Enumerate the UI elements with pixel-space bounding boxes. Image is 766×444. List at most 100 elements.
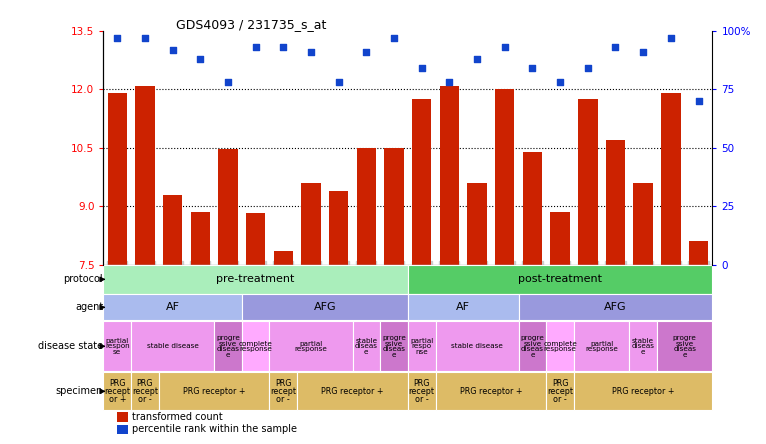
- Point: [194, 56, 206, 63]
- Point: [305, 48, 317, 56]
- Text: stable disease: stable disease: [451, 343, 503, 349]
- Text: pre-treatment: pre-treatment: [217, 274, 295, 284]
- Bar: [630, 321, 657, 371]
- Point: [111, 35, 123, 42]
- Point: [444, 79, 456, 86]
- Point: [499, 44, 511, 51]
- Point: [166, 46, 178, 53]
- Text: percentile rank within the sample: percentile rank within the sample: [133, 424, 297, 434]
- Bar: [408, 321, 436, 371]
- Bar: [546, 372, 574, 410]
- Bar: [357, 148, 376, 265]
- Text: complete
response: complete response: [239, 341, 273, 352]
- Text: partial
response: partial response: [585, 341, 618, 352]
- Bar: [408, 294, 519, 321]
- Bar: [270, 321, 352, 371]
- Bar: [546, 321, 574, 371]
- Point: [610, 44, 622, 51]
- Text: PRG
recept
or +: PRG recept or +: [104, 378, 130, 404]
- Text: AF: AF: [457, 302, 470, 312]
- Bar: [136, 86, 155, 265]
- Bar: [412, 99, 431, 265]
- Text: progre
ssive
diseas
e: progre ssive diseas e: [382, 335, 406, 357]
- Text: transformed count: transformed count: [133, 412, 223, 422]
- Bar: [191, 212, 210, 265]
- Bar: [103, 321, 131, 371]
- Point: [277, 44, 290, 51]
- Point: [360, 48, 372, 56]
- Point: [637, 48, 650, 56]
- Bar: [273, 251, 293, 265]
- Bar: [329, 191, 349, 265]
- Bar: [103, 294, 242, 321]
- Text: progre
ssive
diseas
e: progre ssive diseas e: [216, 335, 240, 357]
- Bar: [246, 213, 265, 265]
- Bar: [103, 372, 131, 410]
- Text: stable disease: stable disease: [146, 343, 198, 349]
- Point: [526, 65, 538, 72]
- Bar: [380, 321, 408, 371]
- Bar: [408, 265, 712, 293]
- Bar: [103, 265, 408, 293]
- Bar: [519, 294, 712, 321]
- Bar: [519, 321, 546, 371]
- Bar: [117, 424, 129, 434]
- Bar: [606, 140, 625, 265]
- Point: [471, 56, 483, 63]
- Point: [665, 35, 677, 42]
- Bar: [522, 152, 542, 265]
- Bar: [578, 99, 597, 265]
- Bar: [218, 149, 237, 265]
- Point: [581, 65, 594, 72]
- Bar: [107, 93, 127, 265]
- Bar: [163, 194, 182, 265]
- Bar: [242, 321, 270, 371]
- Text: post-treatment: post-treatment: [518, 274, 602, 284]
- Point: [554, 79, 566, 86]
- Point: [139, 35, 151, 42]
- Text: progre
ssive
diseas
e: progre ssive diseas e: [673, 335, 696, 357]
- Bar: [467, 183, 486, 265]
- Bar: [301, 183, 321, 265]
- Bar: [242, 294, 408, 321]
- Bar: [131, 372, 159, 410]
- Text: partial
respo
nse: partial respo nse: [410, 338, 434, 355]
- Bar: [661, 93, 680, 265]
- Bar: [551, 212, 570, 265]
- Bar: [574, 372, 712, 410]
- Bar: [117, 412, 129, 422]
- Point: [388, 35, 400, 42]
- Text: AFG: AFG: [604, 302, 627, 312]
- Text: agent: agent: [75, 302, 103, 312]
- Text: PRG
recept
or -: PRG recept or -: [409, 378, 435, 404]
- Bar: [633, 183, 653, 265]
- Text: AFG: AFG: [313, 302, 336, 312]
- Text: specimen: specimen: [56, 386, 103, 396]
- Text: PRG
recept
or -: PRG recept or -: [547, 378, 573, 404]
- Bar: [574, 321, 630, 371]
- Bar: [159, 372, 270, 410]
- Text: PRG receptor +: PRG receptor +: [612, 387, 674, 396]
- Bar: [436, 321, 519, 371]
- Bar: [214, 321, 242, 371]
- Text: PRG
recept
or -: PRG recept or -: [270, 378, 296, 404]
- Text: progre
ssive
diseas
e: progre ssive diseas e: [521, 335, 545, 357]
- Text: PRG receptor +: PRG receptor +: [321, 387, 384, 396]
- Point: [332, 79, 345, 86]
- Text: complete
response: complete response: [543, 341, 577, 352]
- Text: PRG receptor +: PRG receptor +: [183, 387, 245, 396]
- Bar: [131, 321, 214, 371]
- Point: [416, 65, 428, 72]
- Bar: [408, 372, 436, 410]
- Point: [222, 79, 234, 86]
- Text: partial
respon
se: partial respon se: [105, 338, 129, 355]
- Bar: [689, 242, 709, 265]
- Text: AF: AF: [165, 302, 179, 312]
- Text: stable
diseas
e: stable diseas e: [355, 338, 378, 355]
- Bar: [657, 321, 712, 371]
- Bar: [385, 148, 404, 265]
- Text: protocol: protocol: [64, 274, 103, 284]
- Bar: [270, 372, 297, 410]
- Bar: [495, 90, 515, 265]
- Point: [250, 44, 262, 51]
